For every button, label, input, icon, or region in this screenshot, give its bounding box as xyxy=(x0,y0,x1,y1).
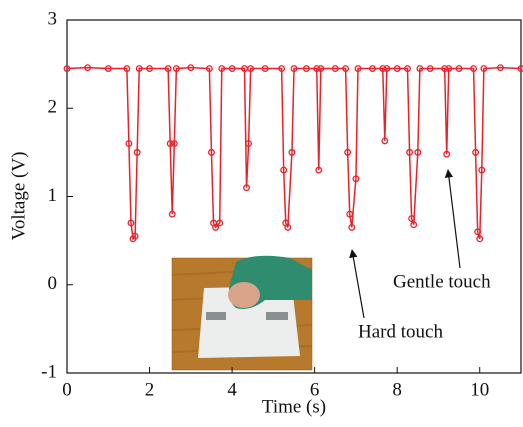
y-axis-label: Voltage (V) xyxy=(8,152,29,241)
annotation: Hard touch xyxy=(358,321,443,342)
y-tick-label: 3 xyxy=(48,8,58,29)
annotation: Gentle touch xyxy=(393,271,491,292)
annotation-arrow xyxy=(352,250,364,318)
chart: Time (s) Voltage (V) 0246810-10123Hard t… xyxy=(0,0,523,427)
x-tick-label: 10 xyxy=(470,379,489,400)
inset-photo xyxy=(172,256,312,370)
annotation-arrow xyxy=(448,170,460,268)
y-tick-label: 2 xyxy=(48,97,58,118)
y-tick-label: -1 xyxy=(41,361,57,382)
x-tick-label: 0 xyxy=(62,379,72,400)
y-tick-label: 0 xyxy=(48,273,58,294)
x-tick-label: 8 xyxy=(392,379,402,400)
x-tick-label: 4 xyxy=(227,379,237,400)
x-tick-label: 2 xyxy=(145,379,155,400)
y-tick-label: 1 xyxy=(48,185,58,206)
x-tick-label: 6 xyxy=(310,379,320,400)
plot-area xyxy=(64,65,523,242)
